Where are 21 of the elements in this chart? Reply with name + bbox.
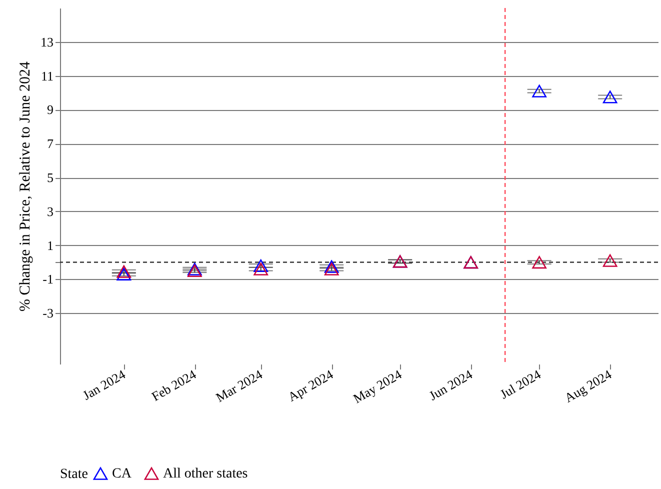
y-tick-label: 7	[47, 136, 54, 152]
y-tick-label: 9	[47, 102, 54, 118]
x-tick-label: Aug 2024	[562, 366, 614, 406]
legend-title: State	[60, 467, 88, 482]
y-axis-title: % Change in Price, Relative to June 2024	[18, 61, 34, 312]
x-tick-label: Jul 2024	[497, 366, 544, 402]
legend-label: All other states	[163, 466, 248, 482]
y-tick-label: 11	[40, 68, 54, 84]
x-tick-label: May 2024	[350, 366, 405, 406]
y-tick-label: 13	[40, 34, 54, 50]
x-tick-label: Jan 2024	[80, 366, 128, 403]
y-tick-label: 1	[47, 238, 54, 253]
y-tick-label: 3	[47, 204, 54, 219]
y-tick-label: -1	[42, 272, 54, 287]
x-tick-label: Jun 2024	[426, 366, 476, 404]
x-tick-label: Apr 2024	[285, 366, 336, 404]
legend-label: CA	[112, 466, 132, 482]
x-tick-label: Mar 2024	[213, 366, 266, 406]
y-tick-label: -3	[42, 306, 54, 321]
y-tick-label: 5	[47, 170, 54, 186]
x-tick-label: Feb 2024	[148, 366, 200, 404]
